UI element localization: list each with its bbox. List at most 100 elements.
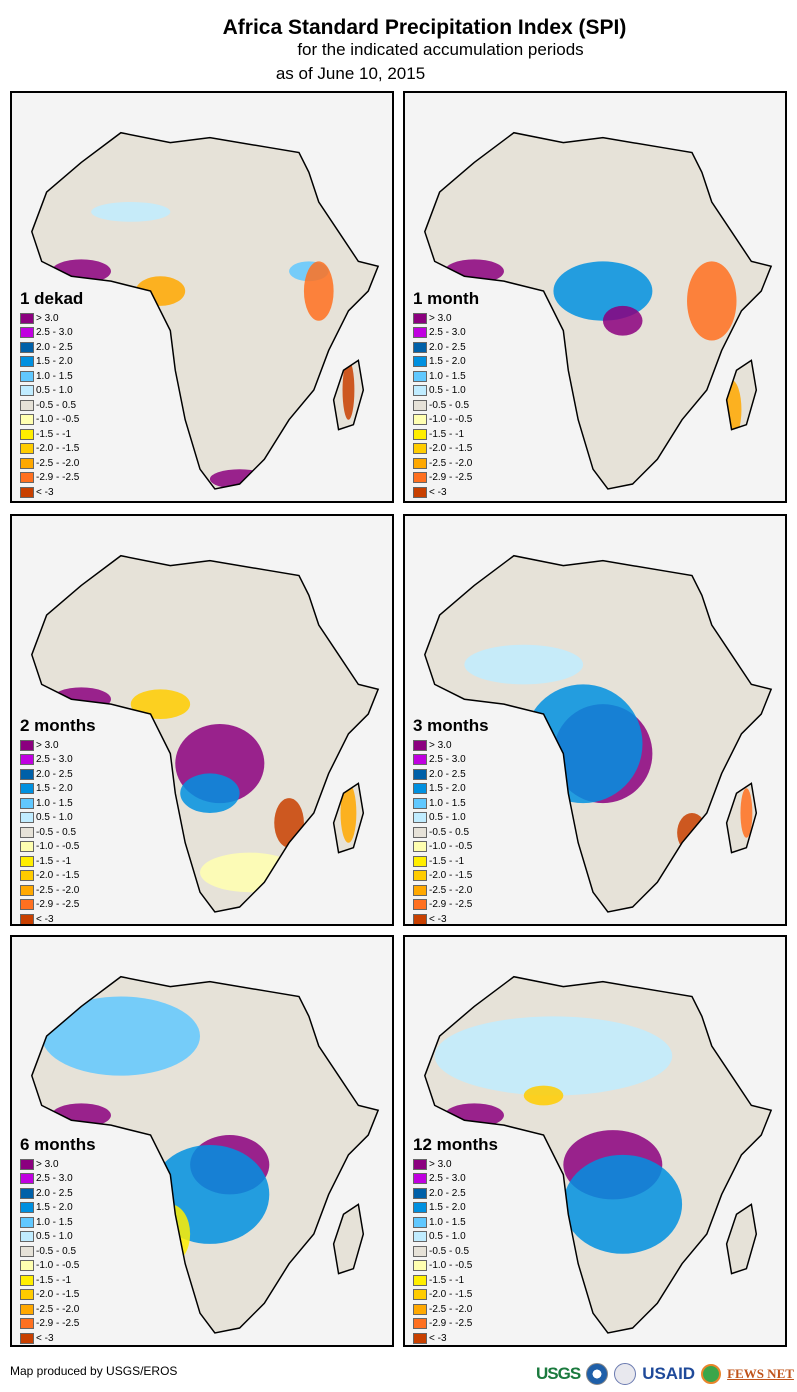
legend-label: -2.9 - -2.5 bbox=[429, 1318, 473, 1330]
legend-swatch bbox=[20, 457, 34, 469]
legend-label: 1.5 - 2.0 bbox=[36, 783, 73, 795]
legend-swatch bbox=[413, 341, 427, 353]
spi-anomaly-region bbox=[130, 689, 191, 720]
spi-anomaly-region bbox=[563, 1154, 683, 1254]
land-area bbox=[31, 132, 379, 489]
legend-swatch bbox=[413, 312, 427, 324]
legend-label: 2.5 - 3.0 bbox=[429, 327, 466, 339]
spi-anomaly-region bbox=[209, 469, 270, 489]
noaa-logo-icon bbox=[586, 1363, 609, 1385]
spi-legend: 1 month > 3.0 2.5 - 3.0 2.0 - 2.5 1.5 - 2.0 1… bbox=[413, 289, 479, 500]
legend-label: -1.0 - -0.5 bbox=[429, 841, 473, 853]
coastline bbox=[424, 975, 773, 1334]
legend-item: 2.0 - 2.5 bbox=[20, 767, 96, 782]
legend-label: -2.5 - -2.0 bbox=[429, 457, 473, 469]
legend-swatch bbox=[20, 341, 34, 353]
legend-swatch bbox=[413, 1245, 427, 1257]
legend-item: -1.5 - -1 bbox=[413, 1273, 498, 1288]
legend-label: -1.5 - -1 bbox=[429, 1274, 465, 1286]
legend-item: 2.0 - 2.5 bbox=[20, 340, 83, 355]
legend-swatch bbox=[413, 870, 427, 882]
legend-label: -2.9 - -2.5 bbox=[36, 472, 80, 484]
legend-item: 0.5 - 1.0 bbox=[20, 384, 83, 399]
usaid-logo: USAID bbox=[642, 1364, 696, 1383]
map-subtitle: for the indicated accumulation periods bbox=[297, 40, 584, 59]
legend-item: -2.9 - -2.5 bbox=[413, 1317, 498, 1332]
spi-anomaly-region bbox=[274, 798, 304, 848]
legend-item: 1.0 - 1.5 bbox=[20, 796, 96, 811]
legend-label: 2.0 - 2.5 bbox=[36, 1187, 73, 1199]
legend-item: 0.5 - 1.0 bbox=[413, 1230, 498, 1245]
legend-swatch bbox=[20, 399, 34, 411]
legend-item: 1.0 - 1.5 bbox=[413, 1215, 498, 1230]
legend-swatch bbox=[20, 841, 34, 853]
legend-swatch bbox=[20, 899, 34, 911]
legend-label: 2.5 - 3.0 bbox=[36, 754, 73, 766]
legend-item: 0.5 - 1.0 bbox=[413, 384, 479, 399]
legend-item: > 3.0 bbox=[20, 738, 96, 753]
spi-anomaly-region bbox=[553, 261, 653, 321]
legend-label: > 3.0 bbox=[36, 739, 59, 751]
legend-swatch bbox=[413, 385, 427, 397]
legend-swatch bbox=[20, 1303, 34, 1315]
legend-label: > 3.0 bbox=[36, 1158, 59, 1170]
legend-item: 2.0 - 2.5 bbox=[413, 340, 479, 355]
legend-label: < -3 bbox=[429, 1332, 447, 1344]
legend-swatch bbox=[20, 1289, 34, 1301]
legend-label: -2.0 - -1.5 bbox=[36, 443, 80, 455]
legend-swatch bbox=[20, 1158, 34, 1170]
legend-item: < -3 bbox=[20, 485, 83, 500]
legend-swatch bbox=[20, 1231, 34, 1243]
legend-item: -2.5 - -2.0 bbox=[20, 1302, 96, 1317]
spi-anomaly-region bbox=[342, 360, 355, 420]
credit-text: Map produced by USGS/EROS bbox=[10, 1364, 178, 1378]
legend-swatch bbox=[413, 841, 427, 853]
legend-swatch bbox=[20, 1332, 34, 1344]
legend-label: < -3 bbox=[36, 913, 54, 925]
legend-swatch bbox=[413, 826, 427, 838]
legend-swatch bbox=[20, 1260, 34, 1272]
legend-item: -2.5 - -2.0 bbox=[413, 1302, 498, 1317]
legend-item: -0.5 - 0.5 bbox=[20, 825, 96, 840]
map-date: as of June 10, 2015 bbox=[275, 64, 426, 83]
spi-anomaly-region bbox=[51, 687, 111, 712]
legend-label: 2.0 - 2.5 bbox=[36, 768, 73, 780]
africa-map bbox=[424, 975, 773, 1334]
period-label: 6 months bbox=[20, 1135, 96, 1154]
legend-item: -2.5 - -2.0 bbox=[20, 883, 96, 898]
legend-item: -0.5 - 0.5 bbox=[413, 825, 489, 840]
legend-item: -1.0 - -0.5 bbox=[413, 413, 479, 428]
legend-item: -2.9 - -2.5 bbox=[20, 898, 96, 913]
legend-swatch bbox=[413, 486, 427, 498]
legend-swatch bbox=[20, 1216, 34, 1228]
legend-label: -2.0 - -1.5 bbox=[429, 870, 473, 882]
legend-label: 2.0 - 2.5 bbox=[429, 768, 466, 780]
legend-item: -2.0 - -1.5 bbox=[413, 1288, 498, 1303]
legend-item: -2.0 - -1.5 bbox=[20, 1288, 96, 1303]
legend-item: -2.5 - -2.0 bbox=[413, 456, 479, 471]
legend-item: -2.0 - -1.5 bbox=[413, 442, 479, 457]
legend-item: 1.5 - 2.0 bbox=[20, 1201, 96, 1216]
legend-label: 0.5 - 1.0 bbox=[36, 1231, 73, 1243]
legend-item: -0.5 - 0.5 bbox=[20, 398, 83, 413]
legend-swatch bbox=[413, 1216, 427, 1228]
spi-legend: 3 months > 3.0 2.5 - 3.0 2.0 - 2.5 1.5 - 2.0… bbox=[413, 716, 489, 924]
legend-label: 1.0 - 1.5 bbox=[36, 797, 73, 809]
legend-swatch bbox=[20, 1274, 34, 1286]
legend-label: -1.5 - -1 bbox=[36, 855, 72, 867]
legend-swatch bbox=[20, 327, 34, 339]
legend-swatch bbox=[20, 870, 34, 882]
legend-item: 0.5 - 1.0 bbox=[413, 811, 489, 826]
legend-item: -2.0 - -1.5 bbox=[20, 869, 96, 884]
legend-label: > 3.0 bbox=[429, 739, 452, 751]
legend-item: > 3.0 bbox=[413, 738, 489, 753]
legend-swatch bbox=[20, 783, 34, 795]
legend-label: -0.5 - 0.5 bbox=[36, 399, 77, 411]
coastline bbox=[31, 131, 380, 490]
legend-swatch bbox=[413, 428, 427, 440]
legend-label: 0.5 - 1.0 bbox=[429, 812, 466, 824]
legend-swatch bbox=[413, 1318, 427, 1330]
spi-anomaly-region bbox=[740, 788, 753, 838]
legend-label: -2.0 - -1.5 bbox=[36, 870, 80, 882]
legend-item: -1.0 - -0.5 bbox=[413, 840, 489, 855]
